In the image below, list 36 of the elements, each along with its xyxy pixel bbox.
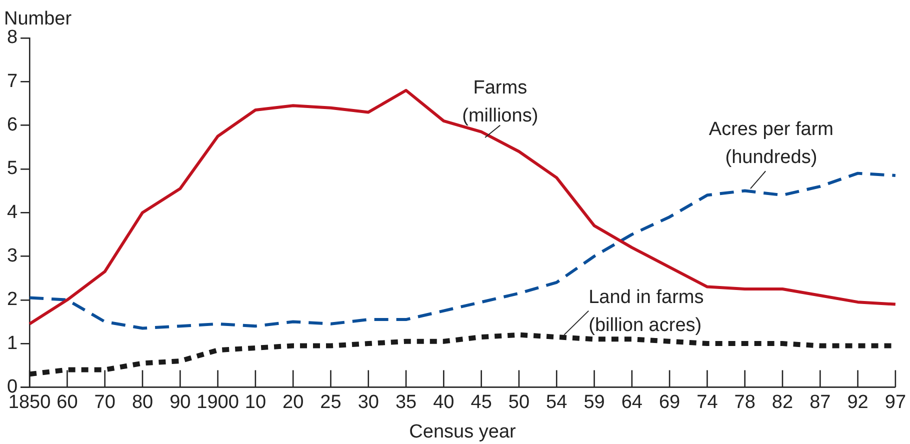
y-tick-label: 4	[6, 202, 18, 223]
y-tick-label: 7	[6, 70, 18, 92]
x-tick-label: 92	[847, 392, 868, 413]
y-tick-label: 8	[6, 27, 18, 48]
x-tick-label: 54	[546, 392, 568, 413]
series-label: Farms (millions)	[462, 77, 538, 126]
x-tick-label: 30	[358, 392, 379, 413]
y-tick-label: 6	[6, 114, 18, 136]
series-label: Acres per farm (hundreds)	[708, 118, 834, 168]
x-tick-label: 45	[470, 392, 492, 413]
y-tick-label: 5	[6, 158, 18, 180]
x-axis-title: Census year	[409, 422, 516, 443]
y-tick-label: 3	[6, 245, 18, 266]
x-tick-label: 97	[884, 392, 906, 413]
x-tick-label: 80	[132, 392, 154, 413]
x-tick-label: 40	[433, 392, 454, 413]
x-tick-label: 87	[810, 392, 831, 413]
x-tick-label: 74	[696, 392, 718, 413]
x-tick-label: 10	[244, 392, 266, 413]
x-tick-label: 59	[584, 392, 605, 413]
x-tick-label: 60	[56, 392, 78, 413]
x-tick-label: 70	[94, 392, 116, 413]
y-tick-label: 1	[6, 332, 18, 354]
x-tick-label: 90	[170, 392, 191, 413]
x-tick-label: 20	[282, 392, 304, 413]
y-axis-title: Number	[4, 8, 72, 30]
x-tick-label: 69	[658, 392, 680, 413]
x-tick-label: 50	[508, 392, 530, 413]
x-tick-label: 64	[621, 392, 643, 413]
x-tick-label: 1900	[196, 392, 239, 413]
x-tick-label: 82	[772, 392, 794, 413]
y-tick-label: 2	[6, 289, 18, 310]
x-tick-label: 25	[320, 392, 342, 413]
legend-label: Land in farms (billion acres)	[588, 286, 704, 336]
x-tick-label: 78	[734, 392, 756, 413]
x-tick-label: 35	[395, 392, 417, 413]
